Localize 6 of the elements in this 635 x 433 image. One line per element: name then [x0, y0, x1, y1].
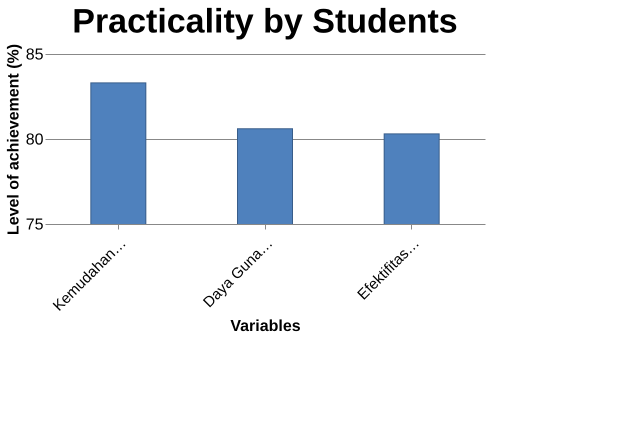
x-axis-title: Variables	[230, 318, 301, 335]
y-tick-label: 80	[26, 132, 44, 148]
y-tick-label: 75	[26, 216, 44, 234]
y-tick-label: 85	[26, 46, 44, 64]
y-axis-title: Level of achievement (%)	[6, 44, 23, 236]
chart-title: Practicality by Students	[72, 2, 458, 40]
